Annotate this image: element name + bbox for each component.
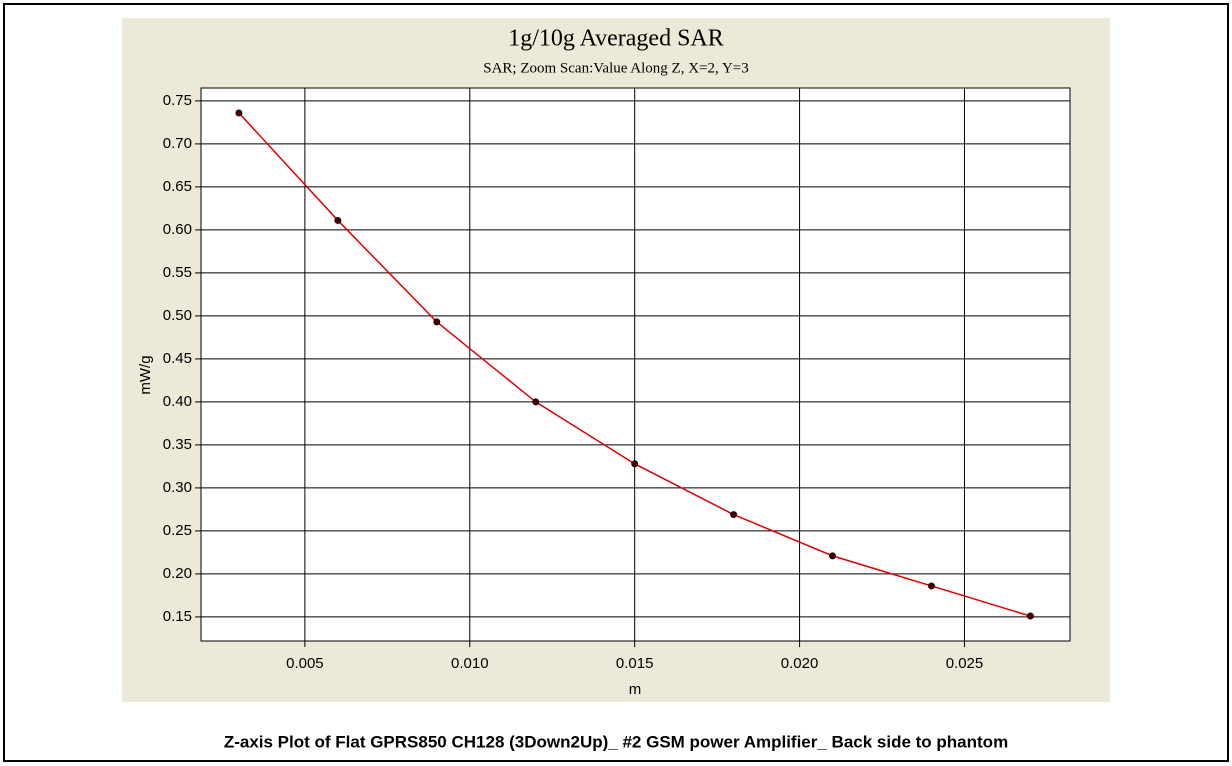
- x-tick-label: 0.005: [286, 655, 324, 672]
- y-axis-label: mW/g: [137, 355, 154, 394]
- y-tick-label: 0.50: [163, 307, 192, 324]
- x-tick-label: 0.025: [946, 655, 984, 672]
- data-point: [235, 109, 243, 117]
- data-point: [1026, 612, 1034, 620]
- y-tick-label: 0.30: [163, 479, 192, 496]
- data-point: [631, 460, 639, 468]
- y-tick-label: 0.40: [163, 393, 192, 410]
- x-tick-label: 0.015: [616, 655, 654, 672]
- y-tick-label: 0.20: [163, 565, 192, 582]
- y-tick-label: 0.25: [163, 522, 192, 539]
- y-tick-label: 0.75: [163, 92, 192, 109]
- data-point: [532, 398, 540, 406]
- y-tick-label: 0.55: [163, 264, 192, 281]
- plot-area: [200, 87, 1071, 642]
- data-point: [829, 552, 837, 560]
- y-tick-label: 0.35: [163, 436, 192, 453]
- x-tick-label: 0.010: [451, 655, 489, 672]
- data-point: [433, 318, 441, 326]
- x-tick-label: 0.020: [781, 655, 819, 672]
- chart-subtitle: SAR; Zoom Scan:Value Along Z, X=2, Y=3: [483, 60, 749, 76]
- y-tick-label: 0.60: [163, 221, 192, 238]
- caption: Z-axis Plot of Flat GPRS850 CH128 (3Down…: [224, 732, 1008, 751]
- y-tick-label: 0.70: [163, 135, 192, 152]
- x-axis-label: m: [629, 681, 642, 698]
- y-tick-label: 0.15: [163, 608, 192, 625]
- chart-title: 1g/10g Averaged SAR: [508, 26, 724, 52]
- y-tick-label: 0.45: [163, 350, 192, 367]
- data-point: [730, 511, 738, 519]
- data-point: [927, 582, 935, 590]
- data-point: [334, 216, 342, 224]
- y-tick-label: 0.65: [163, 178, 192, 195]
